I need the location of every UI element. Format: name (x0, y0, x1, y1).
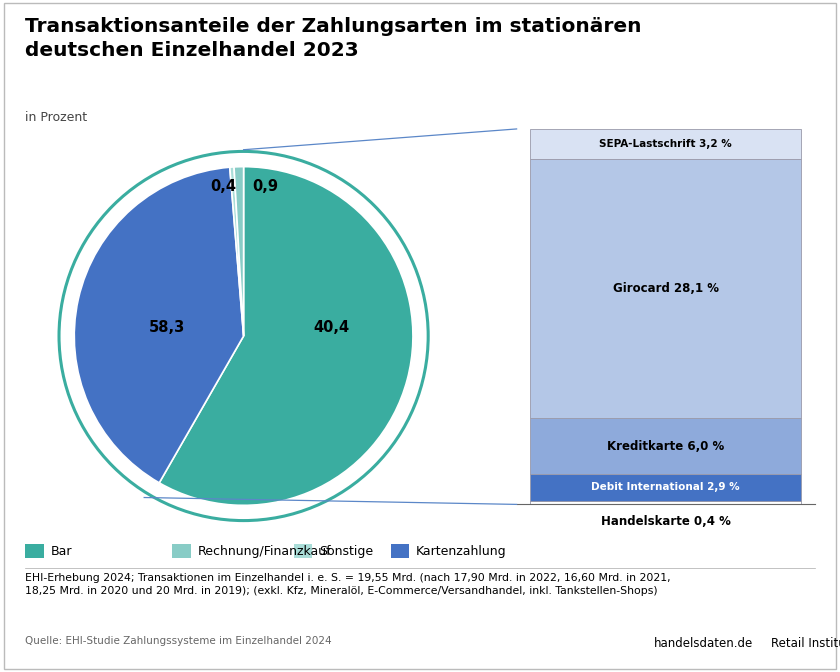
Text: EHI: EHI (622, 636, 645, 650)
Wedge shape (234, 167, 244, 336)
Text: EHI: EHI (739, 636, 763, 650)
Wedge shape (74, 167, 244, 483)
Text: in Prozent: in Prozent (25, 111, 87, 124)
Bar (530, 129, 801, 159)
Text: 40,4: 40,4 (313, 320, 349, 335)
Text: Kreditkarte 6,0 %: Kreditkarte 6,0 % (607, 439, 724, 453)
Text: Quelle: EHI-Studie Zahlungssysteme im Einzelhandel 2024: Quelle: EHI-Studie Zahlungssysteme im Ei… (25, 636, 332, 646)
Text: Sonstige: Sonstige (319, 544, 373, 558)
Text: 0,9: 0,9 (253, 179, 279, 194)
Bar (530, 419, 801, 474)
Text: Girocard 28,1 %: Girocard 28,1 % (612, 282, 719, 295)
Text: handelsdaten.de: handelsdaten.de (654, 636, 753, 650)
Bar (530, 474, 801, 501)
Wedge shape (160, 167, 413, 505)
Text: Transaktionsanteile der Zahlungsarten im stationären
deutschen Einzelhandel 2023: Transaktionsanteile der Zahlungsarten im… (25, 17, 642, 60)
Bar (530, 501, 801, 505)
Text: SEPA-Lastschrift 3,2 %: SEPA-Lastschrift 3,2 % (599, 138, 732, 149)
Bar (530, 159, 801, 419)
Text: EHI-Erhebung 2024; Transaktionen im Einzelhandel i. e. S. = 19,55 Mrd. (nach 17,: EHI-Erhebung 2024; Transaktionen im Einz… (25, 573, 671, 596)
Wedge shape (230, 167, 244, 336)
Text: Kartenzahlung: Kartenzahlung (416, 544, 507, 558)
Text: Retail Institute®: Retail Institute® (771, 636, 840, 650)
Text: Bar: Bar (50, 544, 72, 558)
Text: Debit International 2,9 %: Debit International 2,9 % (591, 482, 740, 493)
Text: 0,4: 0,4 (210, 179, 236, 194)
Text: 58,3: 58,3 (150, 320, 186, 335)
Text: Rechnung/Finanzkauf: Rechnung/Finanzkauf (197, 544, 331, 558)
Text: Handelskarte 0,4 %: Handelskarte 0,4 % (601, 515, 731, 528)
